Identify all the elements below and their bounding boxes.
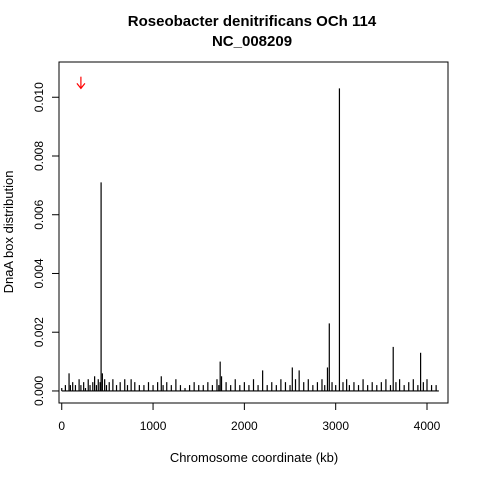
y-tick-label-5: 0.010 bbox=[32, 82, 46, 112]
x-tick-label-2: 2000 bbox=[231, 419, 258, 433]
y-axis-label: DnaA box distribution bbox=[1, 171, 16, 294]
y-tick-label-3: 0.006 bbox=[32, 199, 46, 229]
y-tick-label-2: 0.004 bbox=[32, 258, 46, 288]
bars-group bbox=[61, 88, 439, 392]
x-tick-label-0: 0 bbox=[58, 419, 65, 433]
x-tick-label-4: 4000 bbox=[414, 419, 441, 433]
chart-title: Roseobacter denitrificans OCh 114 bbox=[128, 13, 377, 30]
x-tick-label-3: 3000 bbox=[322, 419, 349, 433]
marker-arrow-head bbox=[76, 83, 86, 90]
y-tick-label-4: 0.008 bbox=[32, 141, 46, 171]
chart-subtitle: NC_008209 bbox=[212, 33, 292, 50]
marker-group bbox=[76, 76, 86, 90]
y-tick-label-0: 0.000 bbox=[32, 376, 46, 406]
x-tick-label-1: 1000 bbox=[140, 419, 167, 433]
x-axis-label: Chromosome coordinate (kb) bbox=[170, 450, 338, 465]
y-axis: 0.000 0.002 0.004 0.006 0.008 0.010 bbox=[32, 82, 60, 406]
x-axis: 0 1000 2000 3000 4000 bbox=[58, 402, 441, 433]
y-tick-label-1: 0.002 bbox=[32, 317, 46, 347]
plot-frame bbox=[58, 61, 449, 404]
